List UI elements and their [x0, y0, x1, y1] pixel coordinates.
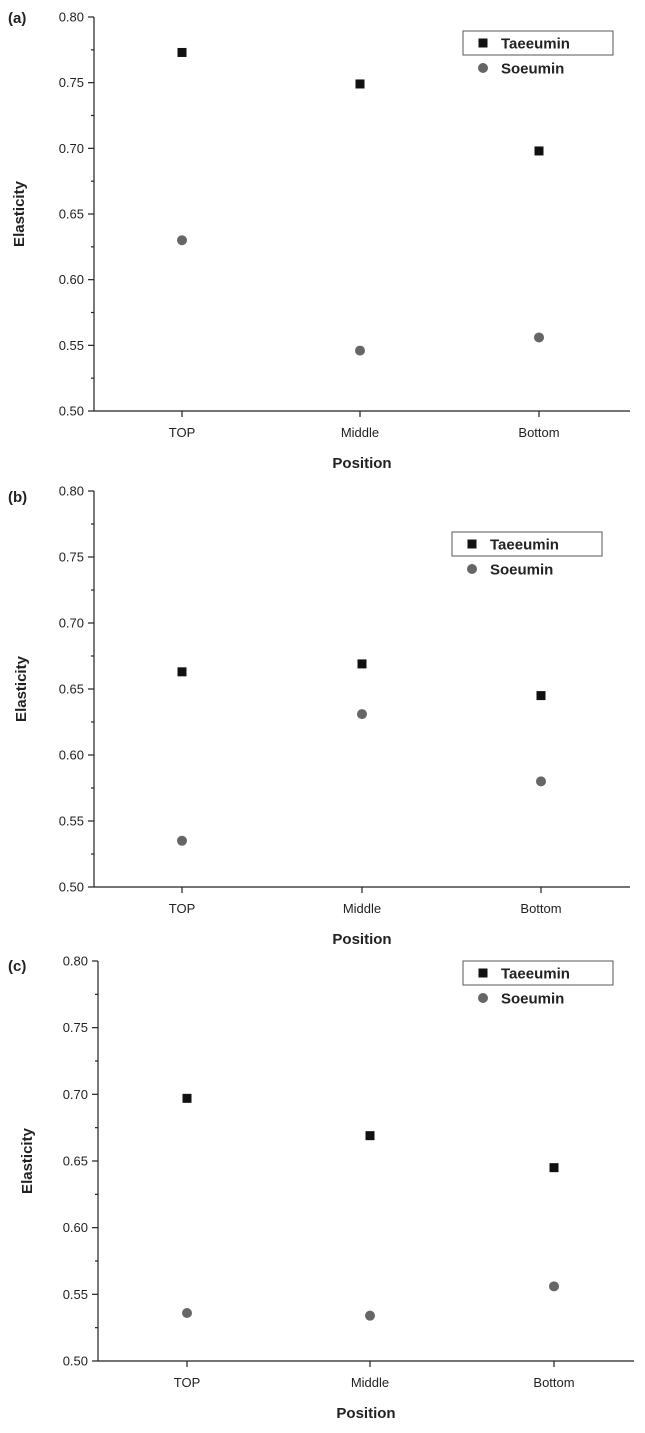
x-tick-label: Middle: [351, 1375, 389, 1390]
legend-box: [462, 30, 614, 56]
legend-marker-soeumin: [467, 564, 477, 574]
y-tick-label: 0.65: [59, 207, 84, 222]
x-axis-title: Position: [336, 1405, 395, 1422]
legend-marker-taeeumin: [467, 539, 477, 549]
legend-marker-taeeumin: [478, 968, 488, 978]
y-tick-label: 0.75: [59, 550, 84, 565]
panel-label: (c): [8, 958, 26, 975]
y-tick-label: 0.65: [63, 1154, 88, 1169]
y-tick-label: 0.70: [59, 141, 84, 156]
legend-marker-soeumin: [478, 993, 488, 1003]
data-point-soeumin: [182, 1308, 192, 1318]
legend-label: Taeeumin: [501, 36, 570, 53]
legend-marker-taeeumin: [478, 38, 488, 48]
y-tick-label: 0.70: [59, 616, 84, 631]
x-tick-label: TOP: [174, 1375, 201, 1390]
y-tick-label: 0.50: [63, 1354, 88, 1369]
data-point-soeumin: [177, 835, 187, 846]
y-tick-label: 0.60: [63, 1220, 88, 1235]
data-point-taeeumin: [182, 1093, 192, 1103]
data-point-taeeumin: [534, 146, 544, 156]
data-point-soeumin: [355, 345, 365, 356]
data-point-taeeumin: [365, 1131, 375, 1141]
y-tick-label: 0.55: [59, 338, 84, 353]
y-tick-label: 0.80: [63, 954, 88, 969]
panel-label: (a): [8, 10, 26, 27]
y-tick-label: 0.60: [59, 272, 84, 287]
y-tick-label: 0.80: [59, 484, 84, 499]
x-axis-title: Position: [332, 931, 391, 948]
x-tick-label: Bottom: [520, 901, 561, 916]
legend-label: Soeumin: [501, 61, 564, 78]
x-tick-label: TOP: [169, 901, 196, 916]
data-point-soeumin: [177, 235, 187, 246]
data-point-taeeumin: [357, 659, 367, 669]
y-tick-label: 0.60: [59, 748, 84, 763]
chart-panel-b: (b) 0.50 0.55 0.60 0.65 0.70 0.75 0.80 TOP Middle…: [8, 484, 630, 948]
data-point-soeumin: [365, 1310, 375, 1321]
legend-label: Soeumin: [490, 562, 553, 579]
data-point-soeumin: [534, 332, 544, 343]
y-tick-label: 0.55: [59, 814, 84, 829]
legend-marker-soeumin: [478, 63, 488, 73]
legend-label: Soeumin: [501, 991, 564, 1008]
x-tick-label: Middle: [343, 901, 381, 916]
data-point-taeeumin: [549, 1163, 559, 1173]
y-tick-label: 0.50: [59, 404, 84, 419]
panel-label: (b): [8, 489, 27, 506]
y-axis-title: Elasticity: [19, 1127, 36, 1194]
legend-label: Taeeumin: [501, 966, 570, 983]
y-tick-label: 0.75: [59, 75, 84, 90]
y-axis-title: Elasticity: [11, 180, 28, 247]
x-tick-label: Middle: [341, 425, 379, 440]
data-point-taeeumin: [177, 667, 187, 677]
data-point-soeumin: [357, 709, 367, 720]
data-point-taeeumin: [536, 691, 546, 701]
chart-panel-c: (c) 0.50 0.55 0.60 0.65 0.70 0.75 0.80 TOP Middle…: [8, 954, 634, 1422]
data-point-soeumin: [549, 1281, 559, 1292]
chart-panel-a: (a) 0.50 0.55 0.60 0.65 0.70 0.75 0.80 TOP Middle…: [8, 10, 630, 472]
y-tick-label: 0.70: [63, 1087, 88, 1102]
y-tick-label: 0.65: [59, 682, 84, 697]
x-tick-label: Bottom: [533, 1375, 574, 1390]
data-point-soeumin: [536, 776, 546, 787]
x-axis-title: Position: [332, 455, 391, 472]
y-axis-title: Elasticity: [13, 655, 30, 722]
y-tick-label: 0.80: [59, 10, 84, 25]
data-point-taeeumin: [355, 79, 365, 89]
legend-box: [451, 531, 603, 557]
legend-label: Taeeumin: [490, 537, 559, 554]
y-tick-label: 0.50: [59, 880, 84, 895]
y-tick-label: 0.55: [63, 1287, 88, 1302]
y-tick-label: 0.75: [63, 1020, 88, 1035]
x-tick-label: TOP: [169, 425, 196, 440]
x-tick-label: Bottom: [518, 425, 559, 440]
legend-box: [462, 960, 614, 986]
data-point-taeeumin: [177, 47, 187, 57]
